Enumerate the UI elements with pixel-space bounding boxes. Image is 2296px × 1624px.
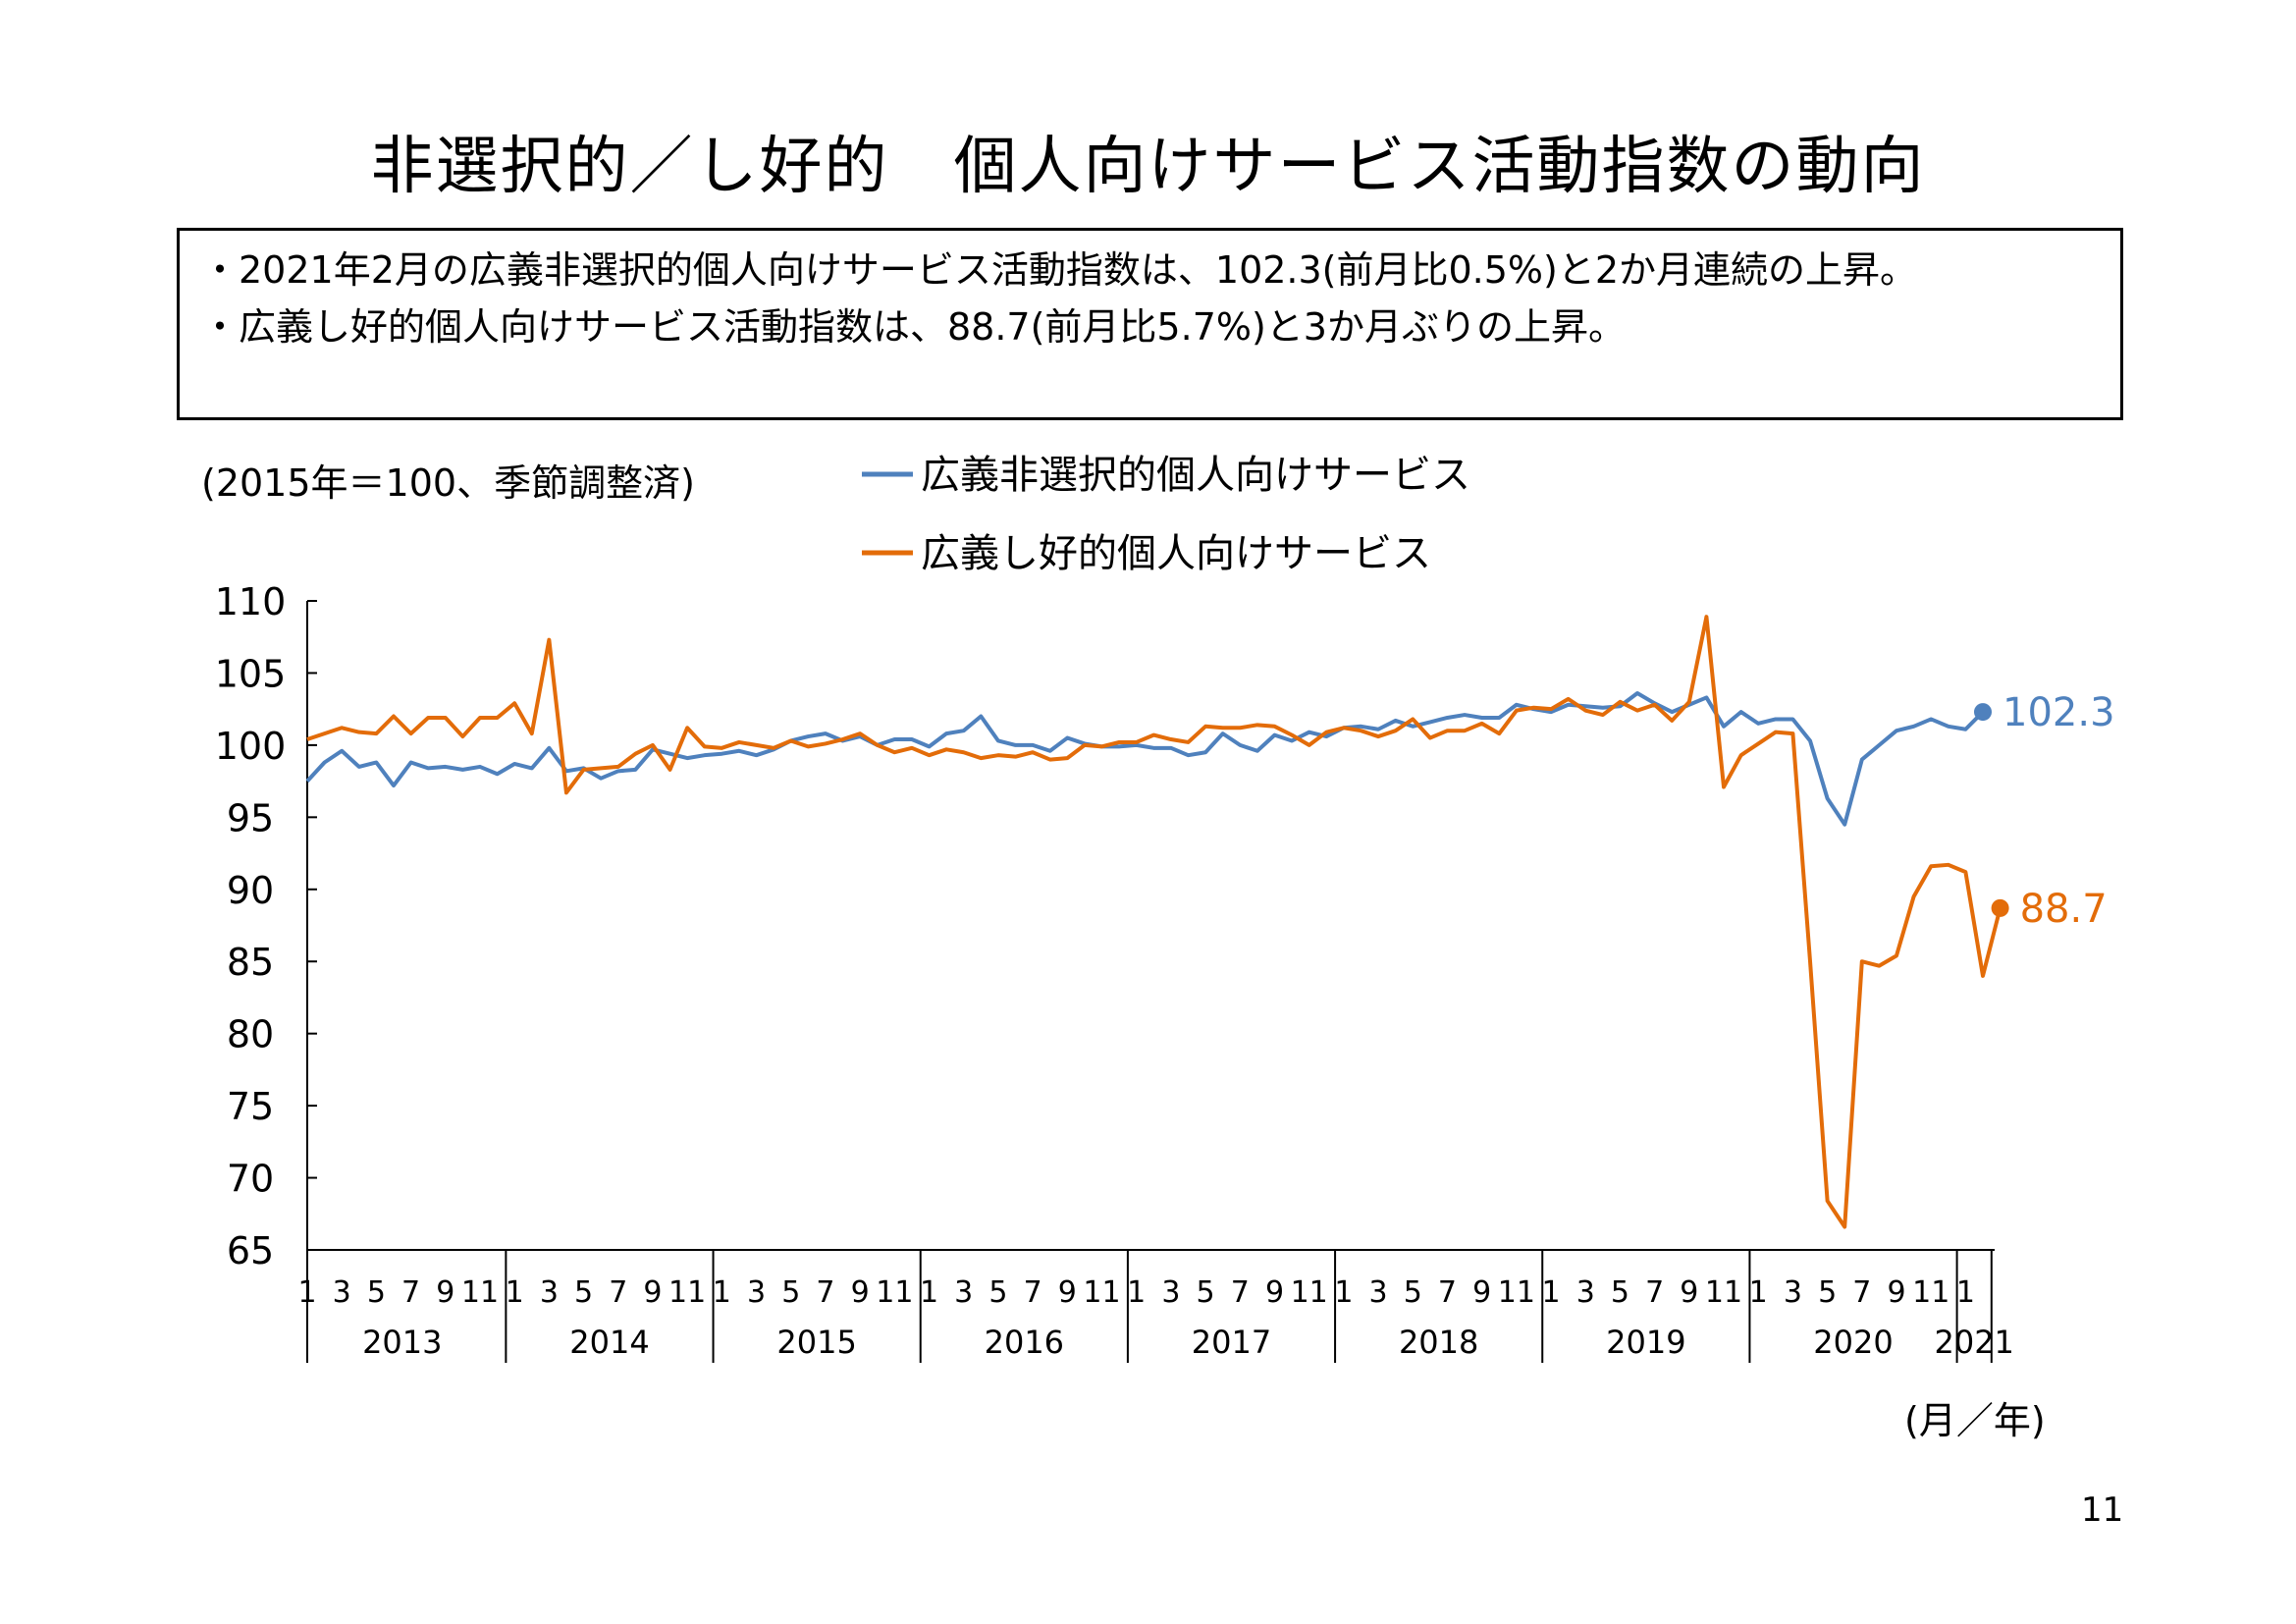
month-tick-label: 5: [1818, 1275, 1837, 1310]
month-tick-label: 5: [988, 1275, 1007, 1310]
series-end-marker: [1974, 703, 1992, 722]
year-label: 2021: [1934, 1324, 2013, 1361]
month-tick-label: 1: [1749, 1275, 1768, 1310]
page-title: 非選択的／し好的 個人向けサービス活動指数の動向: [370, 131, 1926, 203]
chart-note: (2015年＝100、季節調整済): [201, 461, 695, 505]
year-label: 2016: [985, 1324, 1064, 1361]
month-tick-label: 3: [954, 1275, 973, 1310]
summary-line-1: ・2021年2月の広義非選択的個人向けサービス活動指数は、102.3(前月比0.…: [201, 248, 1918, 292]
month-tick-label: 7: [816, 1275, 834, 1310]
month-tick-label: 11: [1912, 1275, 1949, 1310]
month-tick-label: 5: [367, 1275, 386, 1310]
x-axis-label: (月／年): [1904, 1399, 2046, 1442]
month-tick-label: 9: [643, 1275, 662, 1310]
month-tick-label: 11: [1705, 1275, 1742, 1310]
series-end-label: 102.3: [2002, 690, 2115, 735]
month-tick-label: 1: [920, 1275, 938, 1310]
month-tick-label: 11: [876, 1275, 913, 1310]
month-tick-label: 1: [1542, 1275, 1561, 1310]
y-tick-label: 100: [215, 725, 287, 768]
y-tick-label: 70: [227, 1158, 274, 1201]
series-end-label: 88.7: [2020, 887, 2108, 932]
month-tick-label: 3: [540, 1275, 559, 1310]
month-tick-label: 3: [1369, 1275, 1388, 1310]
month-tick-label: 7: [609, 1275, 627, 1310]
year-label: 2013: [362, 1324, 442, 1361]
month-tick-label: 3: [1784, 1275, 1802, 1310]
month-tick-label: 1: [506, 1275, 524, 1310]
month-tick-label: 3: [747, 1275, 766, 1310]
month-tick-label: 9: [1058, 1275, 1077, 1310]
month-tick-label: 1: [297, 1275, 316, 1310]
series-line: [306, 615, 2002, 1229]
month-tick-label: 11: [1291, 1275, 1328, 1310]
y-tick-label: 105: [215, 652, 287, 695]
month-tick-label: 9: [1265, 1275, 1284, 1310]
year-label: 2015: [776, 1324, 856, 1361]
month-tick-label: 7: [1438, 1275, 1457, 1310]
y-tick-label: 95: [227, 796, 274, 839]
year-label: 2020: [1813, 1324, 1893, 1361]
month-tick-label: 9: [436, 1275, 454, 1310]
month-tick-label: 1: [1127, 1275, 1146, 1310]
year-label: 2017: [1192, 1324, 1271, 1361]
summary-box: ・2021年2月の広義非選択的個人向けサービス活動指数は、102.3(前月比0.…: [177, 228, 2123, 420]
month-tick-label: 1: [713, 1275, 731, 1310]
month-tick-label: 1: [1956, 1275, 1975, 1310]
legend-label: 広義し好的個人向けサービス: [921, 531, 1431, 576]
page-number: 11: [2081, 1490, 2124, 1530]
y-tick-label: 90: [227, 869, 274, 912]
month-tick-label: 7: [1852, 1275, 1871, 1310]
year-label: 2019: [1606, 1324, 1685, 1361]
y-tick-label: 65: [227, 1229, 274, 1272]
month-tick-label: 9: [1887, 1275, 1905, 1310]
month-tick-label: 1: [1334, 1275, 1353, 1310]
month-tick-label: 5: [1404, 1275, 1422, 1310]
month-tick-label: 5: [781, 1275, 800, 1310]
y-tick-label: 85: [227, 941, 274, 984]
year-label: 2014: [569, 1324, 649, 1361]
y-tick-label: 75: [227, 1085, 274, 1128]
legend-label: 広義非選択的個人向けサービス: [921, 453, 1470, 498]
month-tick-label: 3: [1576, 1275, 1595, 1310]
month-tick-label: 3: [333, 1275, 351, 1310]
month-tick-label: 9: [1680, 1275, 1698, 1310]
month-tick-label: 5: [1197, 1275, 1215, 1310]
series-end-marker: [1991, 898, 2009, 917]
month-tick-label: 5: [574, 1275, 593, 1310]
month-tick-label: 11: [461, 1275, 499, 1310]
month-tick-label: 11: [1083, 1275, 1120, 1310]
month-tick-label: 7: [1231, 1275, 1250, 1310]
summary-line-2: ・広義し好的個人向けサービス活動指数は、88.7(前月比5.7%)と3か月ぶりの…: [201, 305, 1626, 349]
month-tick-label: 11: [668, 1275, 706, 1310]
month-tick-label: 9: [851, 1275, 870, 1310]
month-tick-label: 5: [1611, 1275, 1629, 1310]
year-label: 2018: [1399, 1324, 1478, 1361]
month-tick-label: 3: [1161, 1275, 1180, 1310]
month-tick-label: 9: [1472, 1275, 1491, 1310]
month-tick-label: 7: [401, 1275, 420, 1310]
month-tick-label: 11: [1498, 1275, 1535, 1310]
y-tick-label: 110: [215, 580, 287, 623]
y-tick-label: 80: [227, 1013, 274, 1056]
month-tick-label: 7: [1024, 1275, 1042, 1310]
month-tick-label: 7: [1645, 1275, 1664, 1310]
